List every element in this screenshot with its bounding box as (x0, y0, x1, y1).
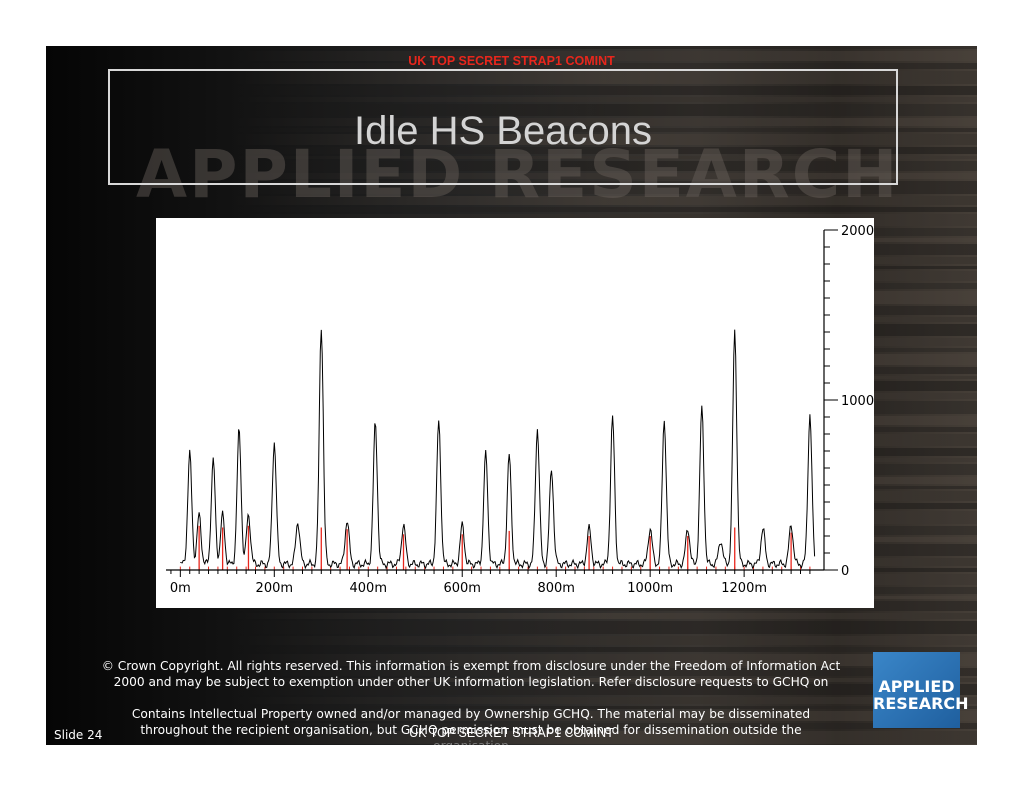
slide-number: Slide 24 (54, 728, 103, 742)
background-streak (46, 678, 977, 682)
background-streak (46, 118, 977, 126)
background-streak (46, 86, 977, 95)
background-streak (46, 196, 977, 205)
chart-panel: 0m 200m 400m 600m 800m 1000m 1200m 0 1000 2000 (156, 218, 874, 608)
background-streak (46, 723, 977, 729)
background-streak (46, 731, 977, 744)
title-frame: Idle HS Beacons (108, 69, 898, 185)
x-tick-label: 0m (170, 581, 191, 596)
copyright-line-1: © Crown Copyright. All rights reserved. … (101, 659, 841, 673)
x-tick-label: 400m (350, 581, 387, 596)
background-streak (46, 706, 977, 709)
background-streak (46, 654, 977, 666)
x-tick-label: 800m (537, 581, 574, 596)
y-tick-label: 1000 (841, 394, 874, 409)
background-streak (46, 134, 977, 145)
y-tick-label: 0 (841, 564, 849, 579)
x-tick-label: 200m (256, 581, 293, 596)
background-streak (46, 71, 977, 84)
classification-banner-bottom: UK TOP SECRET STRAP1 COMINT (409, 726, 614, 740)
background-watermark: APPLIED RESEARCH (136, 136, 900, 213)
chart: 0m 200m 400m 600m 800m 1000m 1200m 0 1000 2000 (166, 224, 874, 596)
applied-research-logo: APPLIED RESEARCH (873, 652, 969, 728)
background-streak (46, 173, 977, 179)
background-streak (46, 647, 977, 652)
background-streak (46, 161, 977, 171)
y-tick-label: 2000 (841, 224, 874, 239)
background-streak (46, 97, 977, 102)
copyright-line-5: organisation (66, 738, 876, 745)
x-tick-label: 1000m (627, 581, 673, 596)
background-streak (46, 207, 977, 212)
black-series-line (180, 329, 816, 570)
copyright-notice: © Crown Copyright. All rights reserved. … (66, 658, 876, 745)
background-streak (46, 128, 977, 132)
background-streak (46, 636, 977, 645)
background-streak (46, 668, 977, 676)
background-streak (46, 684, 977, 695)
x-tick-label: 600m (443, 581, 480, 596)
logo-text: APPLIED RESEARCH (873, 677, 969, 713)
copyright-line-4: throughout the recipient organisation, b… (140, 723, 802, 737)
background-streak (46, 104, 977, 116)
slide: APPLIED RESEARCH UK TOP SECRET STRAP1 CO… (46, 46, 977, 745)
page-title: Idle HS Beacons (354, 109, 652, 153)
x-tick-label: 1200m (721, 581, 767, 596)
background-streak (46, 51, 977, 61)
classification-banner-top: UK TOP SECRET STRAP1 COMINT (408, 54, 615, 68)
copyright-line-3: Contains Intellectual Property owned and… (131, 707, 811, 721)
background-streak (46, 613, 977, 619)
copyright-line-2: 2000 and may be subject to exemption und… (113, 675, 829, 689)
background-streak (46, 63, 977, 69)
background-streak (46, 621, 977, 634)
background-streak (46, 711, 977, 721)
background-streak (46, 697, 977, 704)
background-streak (46, 156, 977, 159)
background-streak (46, 147, 977, 154)
background-streak (46, 46, 977, 49)
